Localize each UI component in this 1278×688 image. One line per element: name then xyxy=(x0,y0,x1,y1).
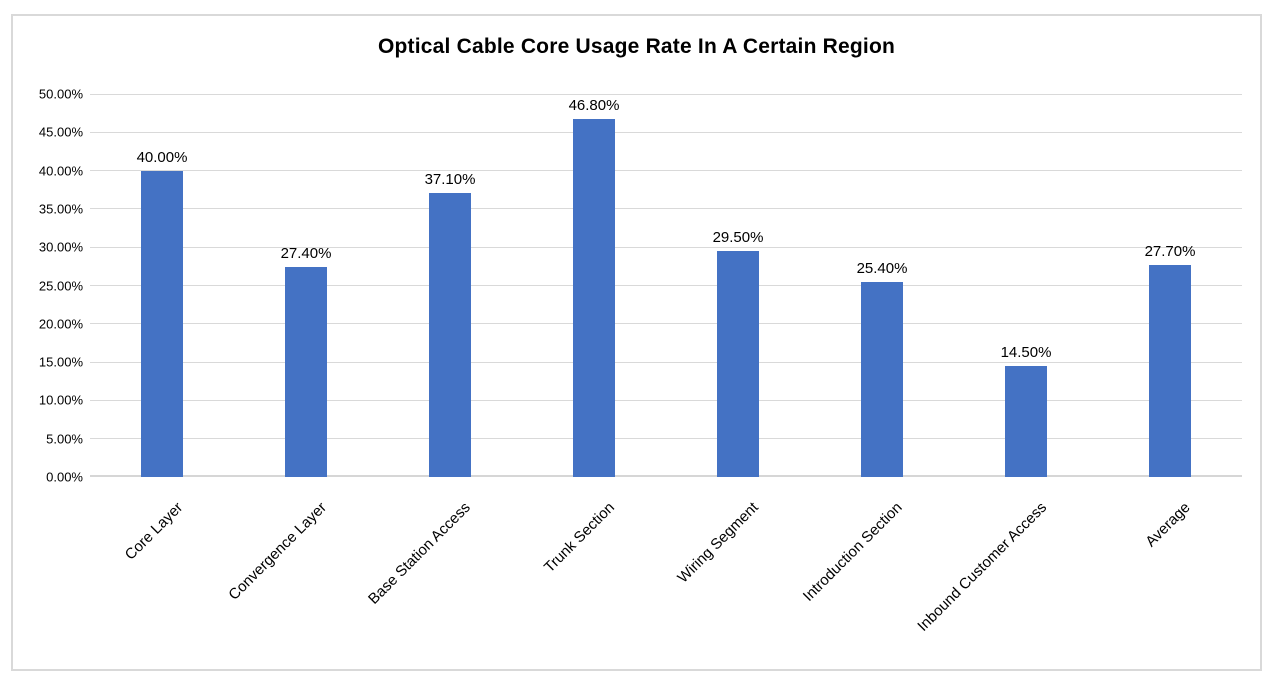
x-category-label: Base Station Access xyxy=(365,499,475,608)
chart-title: Optical Cable Core Usage Rate In A Certa… xyxy=(377,35,896,58)
gridline xyxy=(90,131,1242,133)
x-axis: Core Layer Convergence Layer Base Station … xyxy=(90,477,1242,669)
bar-value-label: 27.40% xyxy=(280,245,332,263)
bar-value-label: 25.40% xyxy=(856,260,908,278)
x-category-label: Trunk Section xyxy=(540,499,619,577)
bar-4 xyxy=(573,118,615,477)
y-tick-label: 50.00% xyxy=(38,86,83,102)
gridline xyxy=(90,361,1242,363)
gridline xyxy=(90,399,1242,401)
y-tick-label: 35.00% xyxy=(38,201,83,217)
gridline xyxy=(90,246,1242,248)
y-tick-label: 45.00% xyxy=(38,124,83,140)
gridline xyxy=(90,323,1242,325)
x-axis-line xyxy=(90,475,1242,477)
bar-3 xyxy=(429,192,471,477)
chart-frame: Optical Cable Core Usage Rate In A Certa… xyxy=(11,14,1262,671)
x-category-label: Inbound Customer Access xyxy=(914,499,1051,635)
bar-value-label: 40.00% xyxy=(136,148,188,166)
y-tick-label: 15.00% xyxy=(38,354,83,370)
x-category-label: Introduction Section xyxy=(800,499,907,605)
x-category-label: Wiring Segment xyxy=(674,499,763,587)
y-tick-label: 40.00% xyxy=(38,163,83,179)
x-category-label: Average xyxy=(1142,499,1195,551)
x-category-label: Convergence Layer xyxy=(225,499,331,604)
y-tick-label: 10.00% xyxy=(38,392,83,408)
gridline xyxy=(90,170,1242,172)
gridline xyxy=(90,285,1242,286)
bar-6 xyxy=(861,282,903,477)
y-axis: 0.00% 5.00% 10.00% 15.00% 20.00% 25.00% 30.00%… xyxy=(13,87,83,485)
bar-8 xyxy=(1149,264,1191,477)
gridline xyxy=(90,93,1242,95)
y-tick-label: 20.00% xyxy=(38,316,83,332)
bar-value-label: 29.50% xyxy=(712,229,764,247)
bar-5 xyxy=(717,251,759,477)
bar-2 xyxy=(285,267,327,477)
bar-value-label: 46.80% xyxy=(568,96,620,114)
y-tick-label: 0.00% xyxy=(46,469,83,485)
bar-value-label: 27.70% xyxy=(1144,242,1196,260)
y-tick-label: 30.00% xyxy=(38,239,83,255)
y-tick-label: 25.00% xyxy=(38,278,83,293)
bar-1 xyxy=(141,170,183,477)
bar-value-label: 37.10% xyxy=(424,170,476,188)
plot-area: 40.00% 27.40% 37.10% 46.80% 29.50% 25.40% 14.5… xyxy=(90,93,1242,477)
gridline xyxy=(90,208,1242,210)
x-category-label: Core Layer xyxy=(121,499,187,564)
gridline xyxy=(90,438,1242,440)
bar-7 xyxy=(1005,365,1047,477)
y-tick-label: 5.00% xyxy=(46,431,83,447)
bar-value-label: 14.50% xyxy=(1000,343,1052,361)
